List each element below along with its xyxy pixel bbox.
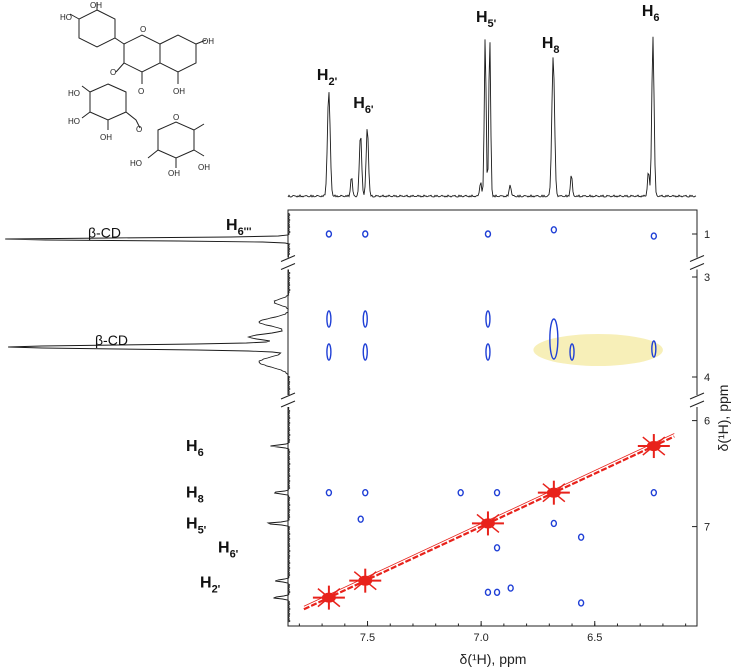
top-peak-label: H5'	[476, 9, 497, 30]
svg-text:OH: OH	[198, 163, 210, 172]
molecule-labels: OH HO O OH O OH O HO HO OH O O OH OH HO	[60, 1, 214, 178]
x-tick-label: 7.5	[360, 632, 375, 644]
left-peak-label: β-CD	[88, 224, 121, 240]
cross-peak	[550, 519, 558, 528]
cross-peak	[357, 515, 364, 523]
left-projection-spectrum	[5, 212, 291, 623]
svg-text:HO: HO	[68, 89, 80, 98]
cross-peak	[484, 230, 492, 238]
y-axis: 1 3 4 6 7	[692, 229, 710, 534]
rutin-structure-drawing	[69, 2, 207, 168]
axis-break-gap	[282, 257, 294, 270]
svg-text:O: O	[173, 113, 179, 122]
cross-peak	[326, 343, 332, 361]
x-axis: 7.5 7.0 6.5	[298, 621, 687, 644]
cross-peak	[651, 340, 657, 358]
svg-text:HO: HO	[130, 159, 142, 168]
svg-text:HO: HO	[68, 117, 80, 126]
peaks-layer	[303, 226, 675, 611]
axis-break-mark	[280, 255, 296, 262]
highlight-ellipse	[533, 334, 663, 366]
diagonal-peak	[471, 511, 504, 536]
svg-text:OH: OH	[202, 37, 214, 46]
x-tick-label: 7.0	[473, 632, 488, 644]
cross-peak	[362, 230, 369, 238]
svg-text:HO: HO	[60, 13, 72, 22]
cross-peak	[485, 310, 491, 328]
diagonal-peak	[312, 585, 345, 610]
axis-break-mark	[689, 263, 705, 270]
cross-peak	[362, 343, 368, 361]
cross-peak	[362, 488, 369, 497]
left-peak-label: H8	[186, 485, 204, 506]
svg-text:OH: OH	[100, 133, 112, 142]
cross-peak	[493, 544, 501, 552]
cross-peak	[507, 584, 514, 592]
cross-peak	[484, 588, 492, 597]
cross-peak	[650, 488, 658, 497]
y-tick-label: 3	[704, 272, 710, 284]
left-peak-labels: β-CD H6''' β-CD H6 H8 H5' H6' H2'	[88, 217, 252, 596]
svg-text:O: O	[140, 25, 146, 34]
cross-peak	[326, 310, 332, 328]
top-peak-labels: H2' H6' H5' H8 H6	[317, 3, 660, 116]
axis-break-gap	[691, 395, 703, 407]
svg-text:OH: OH	[173, 87, 185, 96]
svg-text:O: O	[110, 68, 116, 77]
x-axis-label: δ(¹H), ppm	[460, 651, 527, 667]
axis-break-mark	[689, 255, 705, 262]
cross-peak	[577, 599, 585, 607]
cross-peak	[650, 232, 658, 240]
y-tick-label: 6	[704, 416, 710, 428]
axis-break-mark	[689, 400, 705, 408]
left-peak-label: β-CD	[95, 332, 128, 348]
top-peak-label: H8	[542, 35, 560, 56]
axis-break-gap	[691, 257, 703, 270]
cross-peak	[493, 488, 501, 497]
axis-break-gap	[282, 395, 294, 407]
plot-area	[287, 209, 698, 627]
diagonal-peak	[349, 568, 382, 593]
left-peak-label: H5'	[186, 515, 207, 536]
svg-text:OH: OH	[168, 169, 180, 178]
cross-peak	[485, 343, 491, 361]
left-peak-label: H6'	[218, 540, 239, 561]
top-projection-spectrum	[287, 36, 697, 198]
highlight-region	[533, 334, 663, 366]
left-peak-label: H6	[186, 438, 204, 459]
svg-text:O: O	[136, 125, 142, 134]
cross-peak	[325, 230, 333, 238]
y-axis-label: δ(¹H), ppm	[715, 385, 731, 452]
top-peak-label: H6	[642, 3, 660, 24]
axis-break-mark	[280, 263, 296, 270]
top-peak-label: H6'	[353, 95, 374, 116]
axis-break-mark	[280, 392, 296, 400]
diagonal-peak	[537, 480, 570, 505]
y-tick-label: 4	[704, 372, 710, 384]
cross-peak	[493, 588, 501, 597]
cross-peak	[549, 318, 559, 360]
left-peak-label: H6'''	[226, 217, 252, 238]
cross-peak	[577, 533, 585, 541]
cross-peak	[325, 488, 333, 497]
axis-breaks	[280, 255, 705, 408]
y-tick-label: 7	[704, 522, 710, 534]
top-peak-label: H2'	[317, 67, 338, 88]
cross-peak	[362, 310, 368, 328]
x-tick-label: 6.5	[587, 632, 602, 644]
cross-peak	[550, 226, 558, 234]
axis-break-mark	[689, 392, 705, 400]
y-tick-label: 1	[704, 229, 710, 241]
axis-break-mark	[280, 400, 296, 408]
diagonal-peak	[637, 434, 670, 459]
svg-text:OH: OH	[90, 1, 102, 10]
svg-text:O: O	[138, 87, 144, 96]
cross-peak	[457, 488, 464, 497]
cross-peak	[569, 343, 575, 361]
left-peak-label: H2'	[200, 575, 221, 596]
